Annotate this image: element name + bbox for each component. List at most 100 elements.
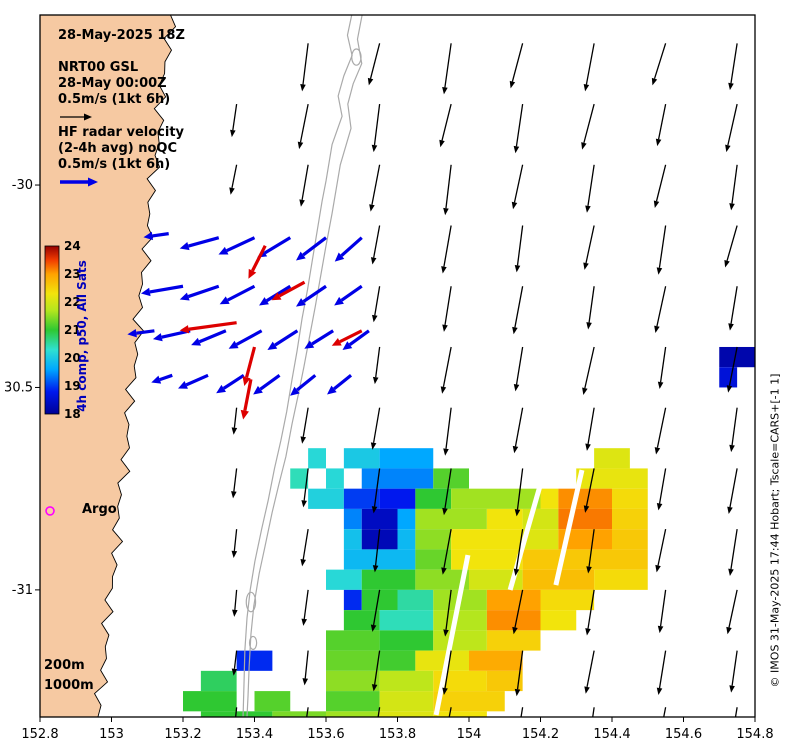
x-tick-label: 153.8 — [379, 727, 416, 742]
sst-cell — [361, 589, 398, 611]
model-velocity-arrow — [304, 650, 309, 679]
model-velocity-arrow — [730, 529, 738, 570]
sst-cell — [612, 508, 648, 530]
model-velocity-arrow-head — [654, 447, 661, 455]
radar-velocity-arrow-head — [216, 384, 227, 394]
map-timestamp: 28-May-2025 18Z — [58, 28, 185, 43]
x-tick-label: 154.8 — [736, 727, 773, 742]
model-velocity-arrow — [444, 286, 452, 326]
model-velocity-arrow — [653, 43, 667, 79]
model-velocity-arrow — [656, 407, 667, 448]
sst-cell — [343, 610, 380, 631]
model-velocity-arrow — [373, 468, 381, 507]
model-velocity-arrow — [444, 468, 452, 509]
model-velocity-arrow — [515, 346, 524, 385]
radar-velocity-arrow-red-head — [242, 376, 251, 386]
colorbar-tick-label: 18 — [64, 407, 81, 421]
radar-velocity-arrow-head — [342, 341, 353, 350]
land-mass — [40, 15, 177, 717]
model-velocity-arrow-head — [513, 384, 520, 392]
model-velocity-arrow — [448, 707, 452, 717]
sst-cell — [379, 711, 434, 717]
model-velocity-arrow — [585, 468, 595, 507]
radar-velocity-arrow-red-head — [248, 268, 257, 279]
model-velocity-arrow-head — [441, 266, 447, 274]
radar-velocity-arrow-head — [267, 341, 278, 350]
radar-velocity-arrow — [187, 236, 220, 248]
model-velocity-arrow — [233, 529, 238, 552]
model-velocity-arrow — [302, 529, 309, 560]
model-velocity-arrow-head — [370, 257, 377, 265]
sst-cell — [415, 569, 469, 590]
radar-velocity-arrow — [225, 236, 256, 253]
sst-cell — [379, 610, 434, 631]
x-tick-label: 153.2 — [164, 727, 201, 742]
model-velocity-arrow — [306, 707, 309, 717]
sst-cell — [433, 610, 487, 631]
model-velocity-arrow-head — [656, 267, 663, 275]
radar-velocity-arrow-head — [218, 246, 229, 255]
sst-cell — [272, 711, 326, 717]
x-tick-label: 153.4 — [236, 727, 273, 742]
sst-cell — [415, 549, 452, 570]
model-velocity-arrow — [301, 164, 309, 201]
model-velocity-arrow — [656, 286, 667, 327]
sst-cell — [522, 549, 648, 570]
model-velocity-arrow-head — [584, 686, 590, 694]
model-velocity-arrow — [731, 407, 738, 446]
model-velocity-arrow — [734, 707, 738, 717]
radar-velocity-arrow-red-head — [271, 292, 282, 301]
sst-cell — [308, 448, 326, 469]
argo-label: Argo — [82, 502, 117, 517]
sst-cell — [433, 691, 505, 712]
model-velocity-arrow — [657, 529, 667, 566]
model-velocity-arrow — [302, 407, 309, 437]
model-velocity-arrow — [516, 650, 524, 690]
model-velocity-arrow — [232, 103, 238, 131]
x-tick-label: 154.2 — [522, 727, 559, 742]
model-velocity-arrow — [374, 286, 381, 316]
radar-velocity-arrow — [226, 284, 256, 302]
model-velocity-arrow-head — [370, 442, 377, 450]
sst-cell — [236, 650, 273, 671]
model-velocity-arrow-head — [369, 204, 375, 212]
model-velocity-arrow-head — [583, 262, 589, 270]
y-tick-label: -31 — [12, 583, 33, 598]
model-velocity-arrow — [445, 589, 452, 630]
radar-velocity-arrow-red-head — [331, 337, 342, 346]
model-velocity-arrow — [299, 103, 309, 143]
radar-velocity-arrow-head — [304, 340, 315, 349]
sst-cell — [397, 529, 416, 550]
model-velocity-arrow-head — [442, 324, 448, 332]
x-tick-label: 154.4 — [593, 727, 630, 742]
colorbar — [44, 245, 60, 415]
model-velocity-arrow — [728, 589, 738, 628]
legend-spacer — [58, 44, 185, 60]
model-velocity-arrow — [514, 407, 524, 447]
model-velocity-arrow-head — [586, 742, 592, 749]
sst-cell — [433, 630, 487, 651]
radar-velocity-arrow-head — [228, 340, 239, 349]
model-velocity-arrow — [373, 225, 381, 258]
model-velocity-arrow-head — [439, 139, 445, 148]
model-velocity-arrow-head — [512, 326, 518, 335]
model-velocity-arrow-head — [583, 505, 590, 513]
model-velocity-arrow-head — [440, 386, 447, 394]
sst-cell — [415, 488, 452, 509]
model-velocity-arrow-head — [514, 509, 521, 517]
radar-velocity-arrow — [152, 232, 169, 238]
model-velocity-arrow — [514, 286, 524, 328]
model-velocity-arrow-head — [229, 187, 235, 195]
model-velocity-arrow — [586, 650, 595, 688]
radar-velocity-arrow — [302, 236, 327, 257]
sst-cell — [719, 367, 738, 388]
radar-velocity-arrow-head — [178, 381, 188, 389]
radar-velocity-arrow-red — [251, 245, 267, 272]
radar-velocity-arrow-head — [296, 298, 306, 307]
model-velocity-arrow-head — [372, 565, 379, 573]
sst-cell — [326, 630, 380, 651]
y-tick-label: -30 — [12, 178, 33, 193]
model-velocity-arrow-head — [367, 77, 374, 86]
sst-cell — [200, 670, 237, 692]
model-velocity-arrow — [371, 164, 381, 205]
